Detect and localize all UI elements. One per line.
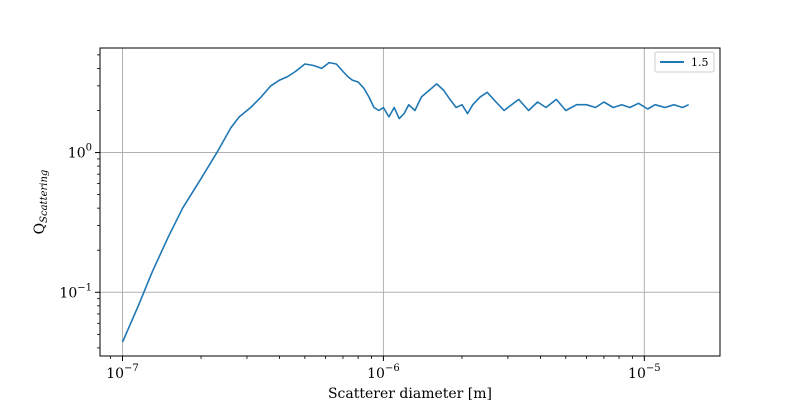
legend: 1.5 <box>654 51 715 73</box>
y-axis-label-sub: Scattering <box>39 170 50 223</box>
series-layer <box>121 61 690 343</box>
plot-frame <box>99 47 721 357</box>
series-line <box>121 61 690 343</box>
x-axis-ticks: 10−7 10−6 10−5 <box>106 356 661 382</box>
x-tick-label: 10−6 <box>367 363 400 382</box>
y-tick-label: 100 <box>68 143 92 162</box>
legend-box <box>654 51 715 73</box>
grid-lines <box>100 48 720 356</box>
x-tick-label: 10−5 <box>628 363 661 382</box>
y-axis-label-main: Q <box>32 223 48 234</box>
y-tick-label: 10−1 <box>59 282 92 301</box>
y-axis-ticks: 10−1 100 <box>59 54 100 349</box>
x-axis-label: Scatterer diameter [m] <box>328 386 492 400</box>
x-tick-label: 10−7 <box>106 363 139 382</box>
legend-entry-label: 1.5 <box>691 56 709 69</box>
y-axis-label: QScattering <box>32 170 50 235</box>
